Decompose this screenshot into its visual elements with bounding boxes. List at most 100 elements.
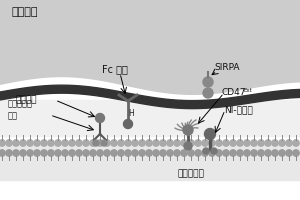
Circle shape [97,140,103,146]
Circle shape [195,150,201,156]
Circle shape [83,150,89,156]
Circle shape [293,140,299,146]
Circle shape [132,150,138,156]
Circle shape [153,150,159,156]
Circle shape [146,140,152,146]
Text: Ext: Ext [244,88,253,93]
Circle shape [104,150,110,156]
Circle shape [203,77,213,87]
Circle shape [27,140,33,146]
Circle shape [153,140,159,146]
Circle shape [188,140,194,146]
Text: H: H [128,108,134,117]
Circle shape [237,140,243,146]
Circle shape [203,88,213,98]
Circle shape [139,150,145,156]
Text: NI-整合素: NI-整合素 [224,105,253,114]
Circle shape [279,150,285,156]
Circle shape [0,150,5,156]
Circle shape [211,148,217,154]
Circle shape [41,140,47,146]
Circle shape [223,150,229,156]
Circle shape [13,140,19,146]
Circle shape [216,150,222,156]
Circle shape [55,140,61,146]
Circle shape [118,150,124,156]
Circle shape [20,150,26,156]
Circle shape [251,140,257,146]
Circle shape [48,140,54,146]
Circle shape [62,140,68,146]
Circle shape [139,140,145,146]
Circle shape [34,140,40,146]
Circle shape [90,150,96,156]
Circle shape [202,150,208,156]
Circle shape [230,140,236,146]
Circle shape [48,150,54,156]
Circle shape [279,140,285,146]
Circle shape [6,140,12,146]
Text: CD47: CD47 [222,88,247,97]
Circle shape [216,140,222,146]
Circle shape [174,140,180,146]
Circle shape [132,140,138,146]
Polygon shape [0,0,300,95]
Circle shape [181,150,187,156]
Circle shape [90,140,96,146]
Circle shape [188,150,194,156]
Text: 生物素化的
脂质: 生物素化的 脂质 [8,99,33,120]
Circle shape [237,150,243,156]
Circle shape [160,140,166,146]
Circle shape [111,150,117,156]
Circle shape [223,140,229,146]
Circle shape [293,150,299,156]
Circle shape [209,140,215,146]
Circle shape [160,150,166,156]
Circle shape [118,140,124,146]
Circle shape [286,140,292,146]
Text: 巨噬细胞: 巨噬细胞 [12,7,38,17]
Circle shape [286,150,292,156]
Circle shape [111,140,117,146]
Text: 抗生物素: 抗生物素 [16,95,38,104]
Circle shape [272,140,278,146]
Circle shape [69,150,75,156]
Circle shape [265,150,271,156]
Circle shape [146,150,152,156]
Circle shape [244,140,250,146]
Circle shape [174,150,180,156]
Text: Fc 受体: Fc 受体 [102,64,128,74]
Circle shape [205,129,215,140]
Circle shape [13,150,19,156]
Circle shape [251,150,257,156]
Circle shape [125,150,131,156]
Circle shape [272,150,278,156]
Circle shape [27,150,33,156]
Circle shape [184,142,192,150]
Circle shape [244,150,250,156]
Circle shape [265,140,271,146]
Circle shape [62,150,68,156]
Circle shape [69,140,75,146]
Circle shape [209,150,215,156]
Circle shape [203,148,209,154]
Circle shape [202,140,208,146]
Circle shape [167,150,173,156]
Circle shape [104,140,110,146]
Circle shape [6,150,12,156]
Circle shape [20,140,26,146]
Circle shape [34,150,40,156]
Text: 二氧化硅珠: 二氧化硅珠 [178,169,205,178]
Circle shape [76,150,82,156]
Circle shape [230,150,236,156]
Circle shape [93,140,99,146]
Circle shape [101,140,107,146]
Circle shape [95,114,104,122]
Circle shape [258,150,264,156]
Circle shape [83,140,89,146]
Text: SIRPA: SIRPA [214,63,239,72]
Circle shape [97,150,103,156]
Circle shape [76,140,82,146]
Circle shape [0,140,5,146]
Circle shape [167,140,173,146]
